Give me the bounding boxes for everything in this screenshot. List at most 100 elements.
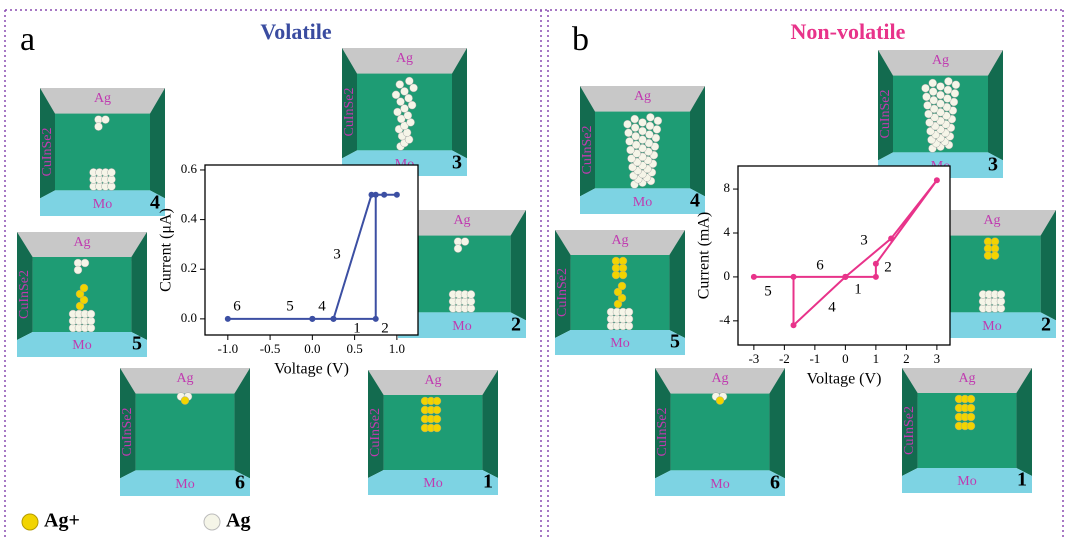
- cell: AgMoCuInSe23: [342, 48, 467, 176]
- cell-side-label: CuInSe2: [878, 90, 893, 139]
- x-tick-label: -0.5: [260, 341, 281, 356]
- particle: [951, 80, 961, 89]
- particle: [983, 251, 993, 260]
- data-point: [309, 315, 316, 322]
- cell-left: [902, 368, 918, 476]
- cell-top-label: Ag: [634, 89, 651, 104]
- particle: [432, 423, 442, 433]
- particle: [966, 394, 976, 404]
- cell: Ag Mo CuInSe2 1: [368, 370, 498, 495]
- particle: [924, 109, 933, 119]
- particle: [631, 132, 640, 141]
- cell-bottom-label: Mo: [93, 197, 112, 212]
- cell-bottom-label: Mo: [452, 319, 471, 334]
- particle: [646, 113, 655, 122]
- cell-top: [902, 368, 1032, 397]
- x-tick-label: 0: [842, 351, 849, 366]
- cell-top-label: Ag: [932, 53, 949, 68]
- cell-left: [655, 368, 671, 479]
- particle: [432, 396, 442, 406]
- cell-left: [342, 48, 357, 159]
- cell-bottom-label: Mo: [72, 338, 91, 353]
- y-tick-label: 0: [724, 268, 731, 283]
- x-tick-label: -1.0: [218, 341, 239, 356]
- particle: [996, 297, 1006, 306]
- x-tick-label: 3: [934, 351, 941, 366]
- cell-left: [878, 50, 893, 161]
- particle: [627, 154, 636, 163]
- data-point: [750, 273, 757, 280]
- cell-right: [234, 368, 250, 479]
- cell-side-label: CuInSe2: [40, 128, 55, 177]
- cell-top-label: Ag: [94, 91, 111, 106]
- cell-right: [482, 370, 498, 478]
- particle: [617, 293, 627, 303]
- cell: Ag Mo CuInSe2 6: [120, 368, 250, 496]
- annotation: 6: [816, 257, 824, 273]
- particle: [966, 412, 976, 422]
- cell: Ag Mo CuInSe2 5: [17, 232, 147, 357]
- cell-number: 2: [511, 314, 521, 336]
- data-point: [368, 191, 375, 198]
- cell-right: [669, 230, 685, 338]
- particle: [645, 121, 655, 131]
- cell: Ag Mo CuInSe2 1: [902, 368, 1032, 493]
- cell-top: [342, 48, 467, 78]
- particle: [922, 92, 931, 102]
- cell-bottom: [928, 312, 1056, 338]
- annotation: 1: [854, 281, 862, 297]
- cell-top-label: Ag: [958, 371, 975, 386]
- particle: [949, 97, 959, 107]
- particle: [432, 414, 442, 424]
- annotation: 3: [333, 246, 341, 262]
- particle: [990, 251, 1000, 260]
- cell-number: 1: [483, 471, 493, 493]
- cell-top-label: Ag: [453, 213, 470, 228]
- cell-number: 4: [150, 192, 160, 214]
- particle: [632, 140, 641, 150]
- particle: [638, 118, 647, 127]
- data-point: [372, 315, 379, 322]
- data-point: [330, 315, 337, 322]
- particle: [79, 295, 89, 305]
- cell-side-label: CuInSe2: [368, 408, 383, 457]
- cell-back: [917, 393, 1017, 468]
- particle: [638, 135, 647, 144]
- x-tick-label: 1.0: [389, 341, 405, 356]
- cell-top-label: Ag: [983, 213, 1000, 228]
- panel-label: a: [20, 21, 35, 58]
- particle: [409, 83, 418, 93]
- cell-bottom: [580, 188, 705, 214]
- annotation: 2: [381, 320, 389, 336]
- cell-right: [988, 50, 1003, 161]
- data-point: [393, 191, 400, 198]
- x-tick-label: 0.5: [346, 341, 362, 356]
- cell-number: 3: [452, 152, 462, 174]
- y-axis-label: Current (mA): [696, 212, 713, 300]
- particle: [75, 289, 85, 299]
- cell-right: [769, 368, 785, 479]
- particle: [624, 128, 633, 138]
- cell-right: [1040, 210, 1056, 321]
- cell-right: [690, 86, 705, 197]
- panel-label: b: [572, 21, 589, 58]
- annotation: 1: [353, 320, 361, 336]
- particle: [407, 100, 417, 110]
- particle: [611, 256, 621, 266]
- x-tick-label: -3: [748, 351, 759, 366]
- cell-number: 2: [1041, 314, 1051, 336]
- iv-curve: [753, 179, 938, 328]
- cell-top-label: Ag: [396, 51, 413, 66]
- particle: [79, 283, 89, 293]
- cell-top: [120, 368, 250, 398]
- data-point: [872, 273, 879, 280]
- annotation: 3: [860, 232, 868, 248]
- particle: [391, 90, 401, 100]
- x-axis-label: Voltage (V): [274, 361, 349, 378]
- particle: [966, 403, 976, 413]
- particle: [453, 244, 463, 253]
- particle: [86, 323, 96, 333]
- particle: [925, 118, 934, 127]
- y-tick-label: 4: [724, 224, 731, 239]
- data-point: [933, 177, 940, 184]
